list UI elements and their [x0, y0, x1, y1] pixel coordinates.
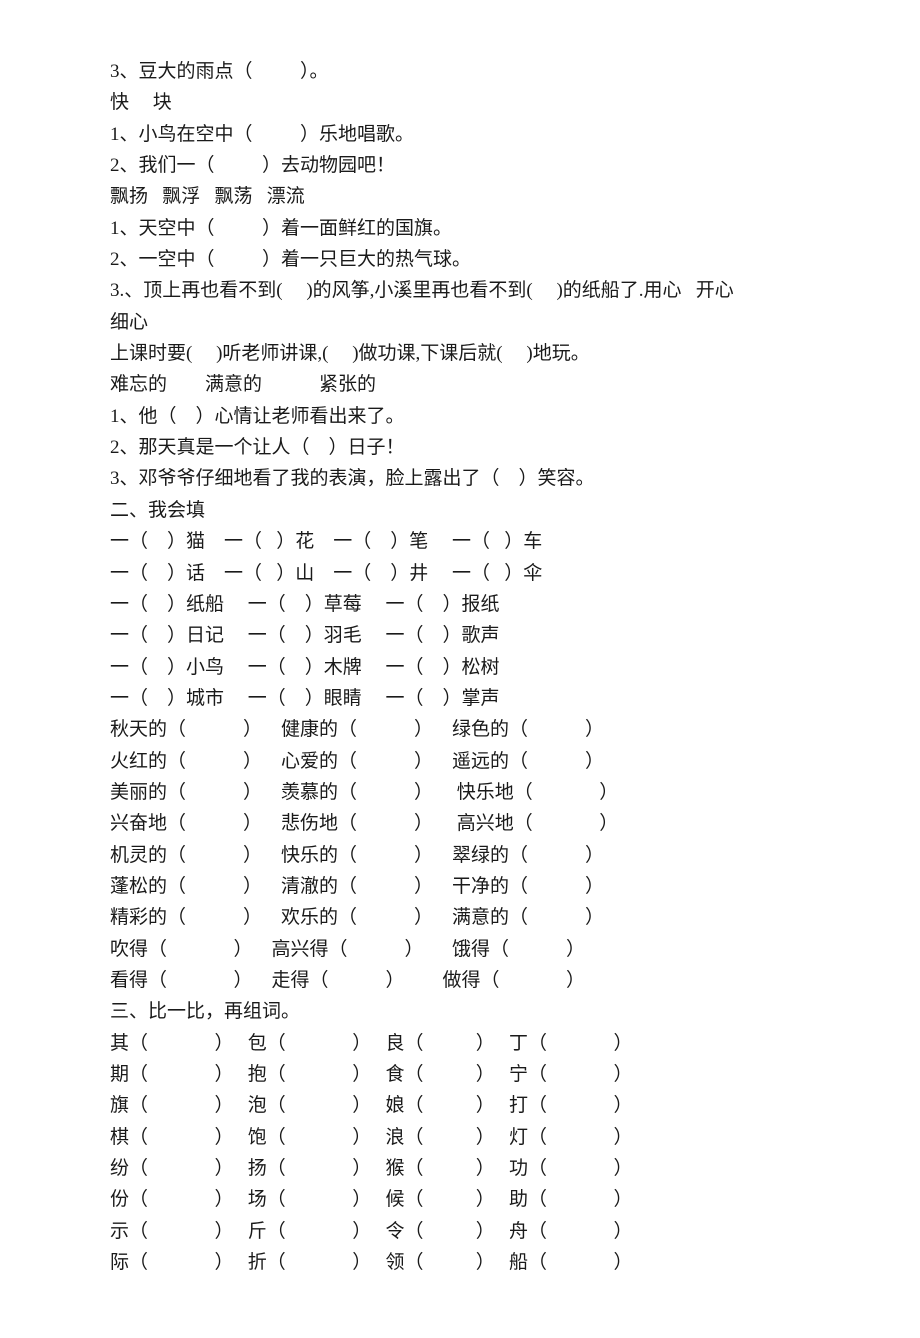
text-line: 美丽的（ ） 羡慕的（ ） 快乐地（ ） — [110, 777, 810, 808]
text-line: 棋（ ） 饱（ ） 浪（ ） 灯（ ） — [110, 1122, 810, 1153]
text-line: 纷（ ） 扬（ ） 猴（ ） 功（ ） — [110, 1153, 810, 1184]
text-line: 期（ ） 抱（ ） 食（ ） 宁（ ） — [110, 1059, 810, 1090]
text-line: 机灵的（ ） 快乐的（ ） 翠绿的（ ） — [110, 840, 810, 871]
text-line: 2、那天真是一个让人（ ）日子！ — [110, 432, 810, 463]
text-line: 示（ ） 斤（ ） 令（ ） 舟（ ） — [110, 1216, 810, 1247]
text-line: 吹得（ ） 高兴得（ ） 饿得（ ） — [110, 934, 810, 965]
text-line: 一（ ）日记 一（ ）羽毛 一（ ）歌声 — [110, 620, 810, 651]
text-line: 一（ ）城市 一（ ）眼睛 一（ ）掌声 — [110, 683, 810, 714]
text-line: 际（ ） 折（ ） 领（ ） 船（ ） — [110, 1247, 810, 1278]
text-line: 3、豆大的雨点（ ）。 — [110, 56, 810, 87]
text-line: 1、小鸟在空中（ ）乐地唱歌。 — [110, 119, 810, 150]
text-line: 快 块 — [110, 87, 810, 118]
text-line: 火红的（ ） 心爱的（ ） 遥远的（ ） — [110, 746, 810, 777]
text-line: 1、天空中（ ）着一面鲜红的国旗。 — [110, 213, 810, 244]
text-line: 蓬松的（ ） 清澈的（ ） 干净的（ ） — [110, 871, 810, 902]
text-line: 二、我会填 — [110, 495, 810, 526]
text-line: 一（ ）猫 一（ ）花 一（ ）笔 一（ ）车 — [110, 526, 810, 557]
text-line: 兴奋地（ ） 悲伤地（ ） 高兴地（ ） — [110, 808, 810, 839]
text-line: 份（ ） 场（ ） 候（ ） 助（ ） — [110, 1184, 810, 1215]
text-line: 3、邓爷爷仔细地看了我的表演，脸上露出了（ ）笑容。 — [110, 463, 810, 494]
text-line: 2、一空中（ ）着一只巨大的热气球。 — [110, 244, 810, 275]
text-line: 精彩的（ ） 欢乐的（ ） 满意的（ ） — [110, 902, 810, 933]
text-line: 秋天的（ ） 健康的（ ） 绿色的（ ） — [110, 714, 810, 745]
text-line: 细心 — [110, 307, 810, 338]
text-line: 其（ ） 包（ ） 良（ ） 丁（ ） — [110, 1028, 810, 1059]
text-line: 一（ ）小鸟 一（ ）木牌 一（ ）松树 — [110, 652, 810, 683]
text-line: 上课时要( )听老师讲课,( )做功课,下课后就( )地玩。 — [110, 338, 810, 369]
text-line: 旗（ ） 泡（ ） 娘（ ） 打（ ） — [110, 1090, 810, 1121]
text-line: 三、比一比，再组词。 — [110, 996, 810, 1027]
text-line: 2、我们一（ ）去动物园吧！ — [110, 150, 810, 181]
text-line: 一（ ）话 一（ ）山 一（ ）井 一（ ）伞 — [110, 558, 810, 589]
document-page: 3、豆大的雨点（ ）。快 块1、小鸟在空中（ ）乐地唱歌。2、我们一（ ）去动物… — [0, 0, 920, 1338]
text-line: 看得（ ） 走得（ ） 做得（ ） — [110, 965, 810, 996]
text-line: 3.、顶上再也看不到( )的风筝,小溪里再也看不到( )的纸船了.用心 开心 — [110, 275, 810, 306]
text-line: 飘扬 飘浮 飘荡 漂流 — [110, 181, 810, 212]
text-line: 1、他（ ）心情让老师看出来了。 — [110, 401, 810, 432]
text-line: 一（ ）纸船 一（ ）草莓 一（ ）报纸 — [110, 589, 810, 620]
text-line: 难忘的 满意的 紧张的 — [110, 369, 810, 400]
